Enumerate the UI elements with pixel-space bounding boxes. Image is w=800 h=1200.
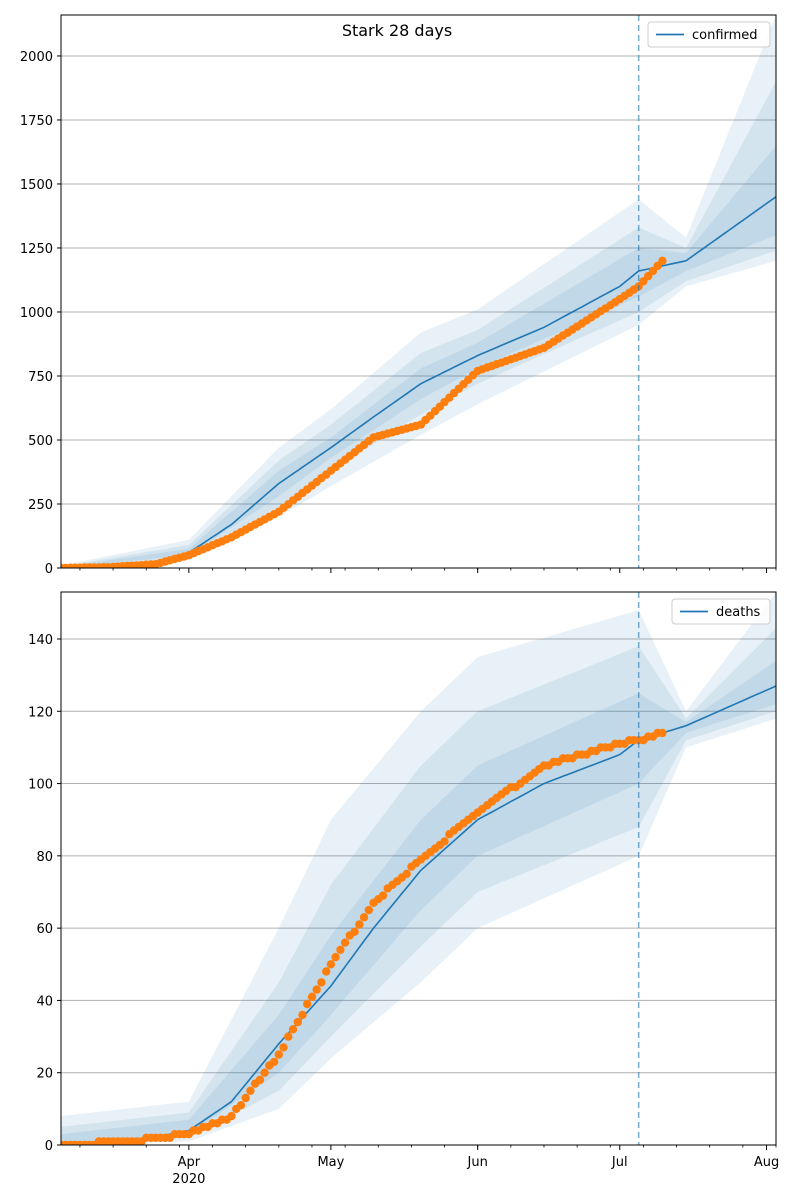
observed-point (269, 1057, 279, 1067)
observed-point (402, 869, 411, 879)
y-tick-label: 1750 (20, 114, 53, 129)
observed-point (293, 1017, 302, 1027)
observed-point (279, 1043, 288, 1052)
y-tick-label: 0 (45, 562, 53, 577)
observed-point (284, 1032, 293, 1041)
observed-point (340, 938, 350, 947)
observed-point (359, 913, 369, 922)
deaths-panel: 0 20 40 60 80 100 120 140 Apr 2020 May Jun Jul Aug dea… (28, 591, 779, 1187)
observed-point (312, 985, 321, 994)
observed-point (331, 952, 340, 962)
axes-frame (60, 591, 777, 1146)
observed-point (355, 920, 364, 929)
y-tick-label: 120 (28, 705, 53, 720)
observed-point (307, 992, 317, 1001)
observed-point (317, 978, 326, 987)
observed-point (227, 1111, 236, 1121)
observed-point (303, 999, 312, 1009)
observed-point (236, 1101, 246, 1110)
plot-area (61, 592, 776, 1145)
observed-point (260, 1068, 269, 1077)
y-tick-label: 2000 (20, 50, 53, 65)
x-tick-label: Jun (467, 1155, 488, 1170)
x-tick-label: Jul (611, 1155, 628, 1170)
y-tick-label: 1000 (20, 306, 53, 321)
x-tick-label: Aug (754, 1155, 779, 1170)
y-tick-label: 100 (28, 778, 53, 793)
y-tick-label: 60 (36, 922, 53, 937)
observed-point (255, 1075, 265, 1085)
uncertainty-band (61, 660, 776, 1145)
observed-point (658, 728, 667, 738)
y-tick-label: 1500 (20, 178, 53, 193)
y-tick-label: 140 (28, 633, 53, 648)
plot-area (61, 15, 776, 568)
legend-label: deaths (716, 605, 761, 620)
x-tick-label: May (317, 1155, 344, 1170)
observed-point (322, 967, 331, 976)
y-tick-label: 20 (36, 1067, 53, 1082)
uncertainty-band (61, 81, 776, 568)
y-tick-label: 1250 (20, 242, 53, 257)
legend-box (647, 21, 771, 48)
observed-point (288, 1025, 298, 1034)
observed-point (241, 1093, 250, 1103)
observed-point (246, 1086, 255, 1096)
y-tick-label: 80 (36, 850, 53, 865)
observed-point (336, 945, 345, 954)
observed-point (350, 927, 359, 936)
y-tick-label: 0 (45, 1139, 53, 1154)
axes-frame (60, 14, 777, 569)
y-tick-label: 40 (36, 994, 53, 1009)
observed-point (326, 960, 336, 969)
chart-title: Stark 28 days (342, 21, 452, 40)
legend-label: confirmed (692, 28, 758, 43)
observed-point (440, 837, 449, 846)
observed-point (364, 905, 373, 915)
observed-point (274, 1050, 283, 1059)
x-tick-label: Apr (178, 1155, 201, 1170)
y-tick-label: 750 (28, 370, 53, 385)
uncertainty-band (61, 628, 776, 1145)
confirmed-panel: 0 250 500 750 1000 1250 1500 1750 2000 confirmed (20, 14, 777, 577)
y-tick-label: 250 (28, 498, 53, 513)
y-tick-label: 500 (28, 434, 53, 449)
uncertainty-band (61, 592, 776, 1145)
observed-point (658, 256, 667, 265)
observed-point (378, 891, 388, 900)
legend-box (671, 598, 771, 625)
observed-point (298, 1010, 307, 1020)
x-year-label: 2020 (172, 1172, 205, 1187)
